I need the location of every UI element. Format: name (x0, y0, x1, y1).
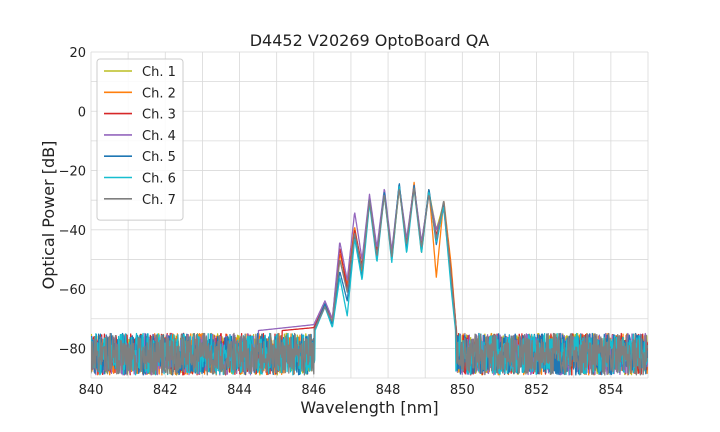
x-ticks: 840 842 844 846 848 850 852 854 (79, 383, 624, 398)
y-tick-label: 0 (78, 105, 86, 120)
y-tick-label: −80 (59, 342, 86, 357)
x-tick-label: 854 (598, 383, 623, 398)
legend-entry: Ch. 7 (142, 193, 176, 208)
series-lines (91, 181, 648, 376)
legend-entry: Ch. 4 (142, 129, 176, 144)
series-line-ch7 (91, 187, 648, 376)
legend: Ch. 1 Ch. 2 Ch. 3 Ch. 4 Ch. 5 Ch. 6 Ch. 7 (96, 58, 184, 221)
legend-entry: Ch. 3 (142, 108, 176, 123)
x-tick-label: 848 (376, 383, 401, 398)
x-tick-label: 852 (524, 383, 549, 398)
legend-entry: Ch. 5 (142, 150, 176, 165)
y-tick-label: −60 (59, 283, 86, 298)
legend-box (96, 58, 184, 221)
x-tick-label: 842 (153, 383, 178, 398)
legend-entry: Ch. 2 (142, 86, 176, 101)
chart-title: D4452 V20269 OptoBoard QA (250, 31, 490, 50)
y-tick-label: 20 (69, 46, 86, 61)
y-axis-label: Optical Power [dB] (39, 141, 58, 290)
legend-entry: Ch. 1 (142, 65, 176, 80)
x-axis-label: Wavelength [nm] (300, 398, 438, 417)
y-ticks: −80 −60 −40 −20 0 20 (59, 46, 86, 357)
y-tick-label: −40 (59, 224, 86, 239)
legend-entry: Ch. 6 (142, 172, 176, 187)
y-tick-label: −20 (59, 165, 86, 180)
x-tick-label: 850 (450, 383, 475, 398)
x-tick-label: 846 (301, 383, 326, 398)
x-tick-label: 844 (227, 383, 252, 398)
plot-background (91, 52, 648, 378)
x-tick-label: 840 (79, 383, 104, 398)
